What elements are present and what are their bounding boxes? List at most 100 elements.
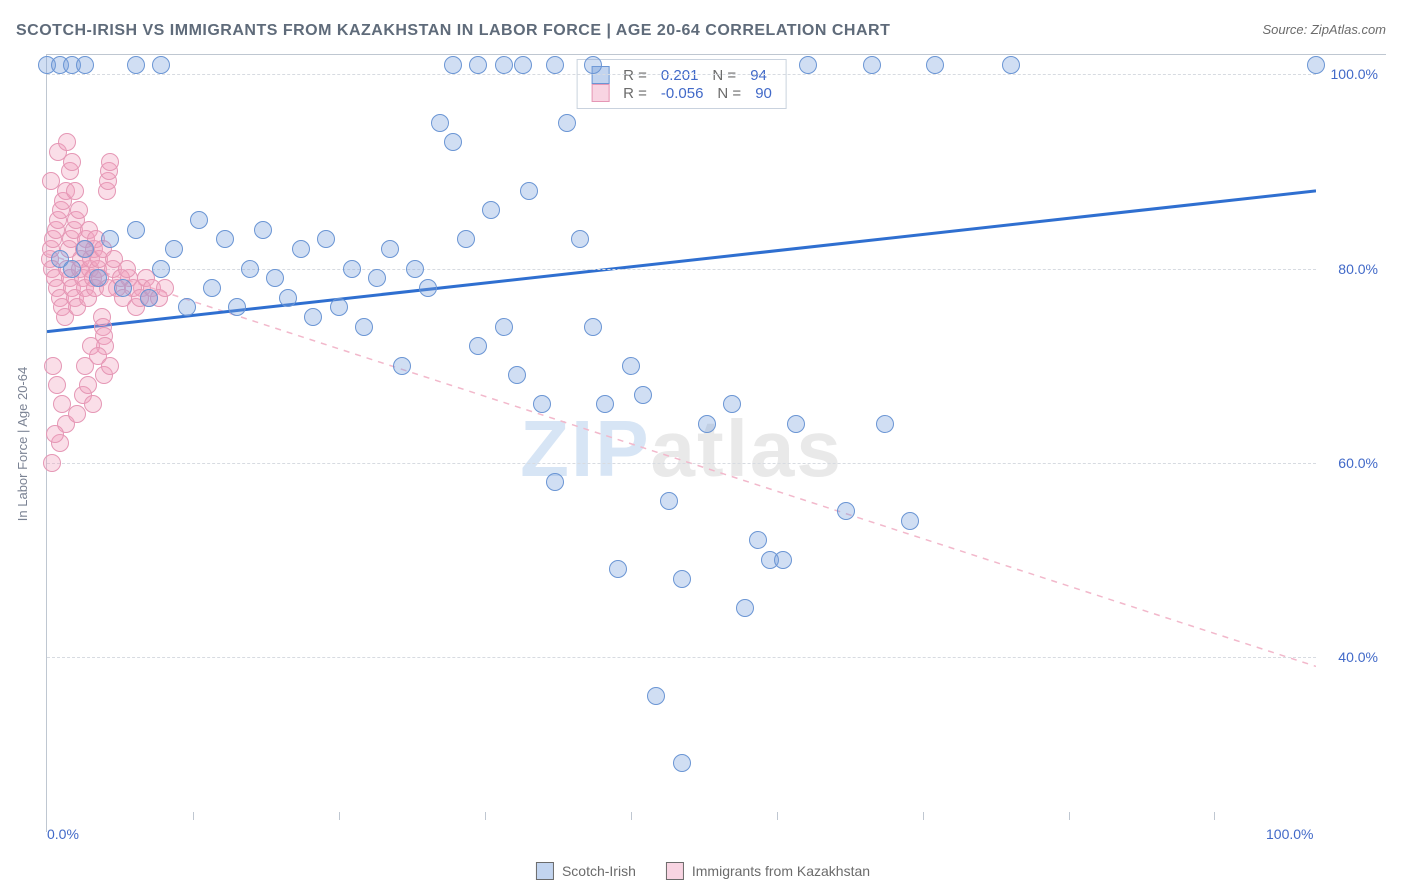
data-point-blue [431,114,449,132]
data-point-pink [79,376,97,394]
data-point-blue [837,502,855,520]
data-point-blue [228,298,246,316]
bottom-legend: Scotch-Irish Immigrants from Kazakhstan [536,862,870,880]
data-point-blue [127,56,145,74]
x-tick [339,812,340,820]
swatch-pink-icon [591,84,609,102]
data-point-blue [127,221,145,239]
data-point-blue [216,230,234,248]
data-point-blue [355,318,373,336]
x-tick [193,812,194,820]
stats-row-pink: R = -0.056 N = 90 [591,84,772,102]
data-point-blue [749,531,767,549]
data-point-blue [774,551,792,569]
r-label: R = [623,85,647,102]
data-point-pink [58,133,76,151]
chart-area: In Labor Force | Age 20-64 ZIPatlas R = … [46,54,1386,832]
data-point-pink [156,279,174,297]
data-point-blue [444,133,462,151]
data-point-pink [66,182,84,200]
data-point-blue [469,337,487,355]
data-point-blue [609,560,627,578]
data-point-blue [876,415,894,433]
data-point-blue [140,289,158,307]
data-point-blue [381,240,399,258]
data-point-blue [317,230,335,248]
data-point-pink [118,260,136,278]
data-point-blue [457,230,475,248]
y-tick-label: 40.0% [1338,649,1378,665]
gridline [47,269,1316,270]
data-point-blue [787,415,805,433]
data-point-blue [76,240,94,258]
data-point-pink [101,153,119,171]
data-point-blue [482,201,500,219]
data-point-pink [44,357,62,375]
data-point-blue [330,298,348,316]
data-point-blue [647,687,665,705]
watermark-atlas: atlas [651,404,843,493]
data-point-blue [901,512,919,530]
data-point-blue [241,260,259,278]
data-point-blue [152,56,170,74]
data-point-blue [152,260,170,278]
x-tick [923,812,924,820]
data-point-pink [48,376,66,394]
legend-pink-label: Immigrants from Kazakhstan [692,863,870,879]
data-point-blue [279,289,297,307]
y-axis-label: In Labor Force | Age 20-64 [15,366,30,520]
x-tick [1069,812,1070,820]
data-point-blue [520,182,538,200]
data-point-blue [495,56,513,74]
gridline [47,74,1316,75]
data-point-blue [1002,56,1020,74]
data-point-blue [469,56,487,74]
data-point-blue [584,318,602,336]
data-point-blue [266,269,284,287]
data-point-blue [304,308,322,326]
swatch-pink-icon [666,862,684,880]
stats-legend: R = 0.201 N = 94 R = -0.056 N = 90 [576,59,787,109]
data-point-blue [558,114,576,132]
chart-title: SCOTCH-IRISH VS IMMIGRANTS FROM KAZAKHST… [16,22,890,40]
source-label: Source: ZipAtlas.com [1262,22,1386,37]
data-point-blue [926,56,944,74]
x-tick-label: 100.0% [1266,826,1313,842]
data-point-pink [46,425,64,443]
data-point-blue [634,386,652,404]
data-point-blue [584,56,602,74]
y-tick-label: 100.0% [1331,66,1378,82]
data-point-blue [101,230,119,248]
data-point-blue [799,56,817,74]
data-point-blue [723,395,741,413]
data-point-blue [393,357,411,375]
data-point-blue [165,240,183,258]
gridline [47,657,1316,658]
data-point-blue [203,279,221,297]
data-point-blue [292,240,310,258]
data-point-pink [70,201,88,219]
data-point-blue [76,56,94,74]
pink-r-value: -0.056 [661,85,704,102]
data-point-blue [673,754,691,772]
data-point-blue [863,56,881,74]
data-point-blue [1307,56,1325,74]
data-point-blue [419,279,437,297]
plot-region: ZIPatlas R = 0.201 N = 94 R = -0.056 N =… [47,55,1316,812]
x-tick [777,812,778,820]
data-point-blue [89,269,107,287]
data-point-blue [444,56,462,74]
n-label: N = [717,85,741,102]
data-point-blue [63,260,81,278]
data-point-blue [622,357,640,375]
gridline [47,463,1316,464]
data-point-blue [571,230,589,248]
y-tick-label: 60.0% [1338,455,1378,471]
swatch-blue-icon [536,862,554,880]
x-tick [1214,812,1215,820]
legend-blue-label: Scotch-Irish [562,863,636,879]
trendlines [47,55,1316,812]
data-point-blue [368,269,386,287]
data-point-blue [736,599,754,617]
data-point-pink [42,172,60,190]
